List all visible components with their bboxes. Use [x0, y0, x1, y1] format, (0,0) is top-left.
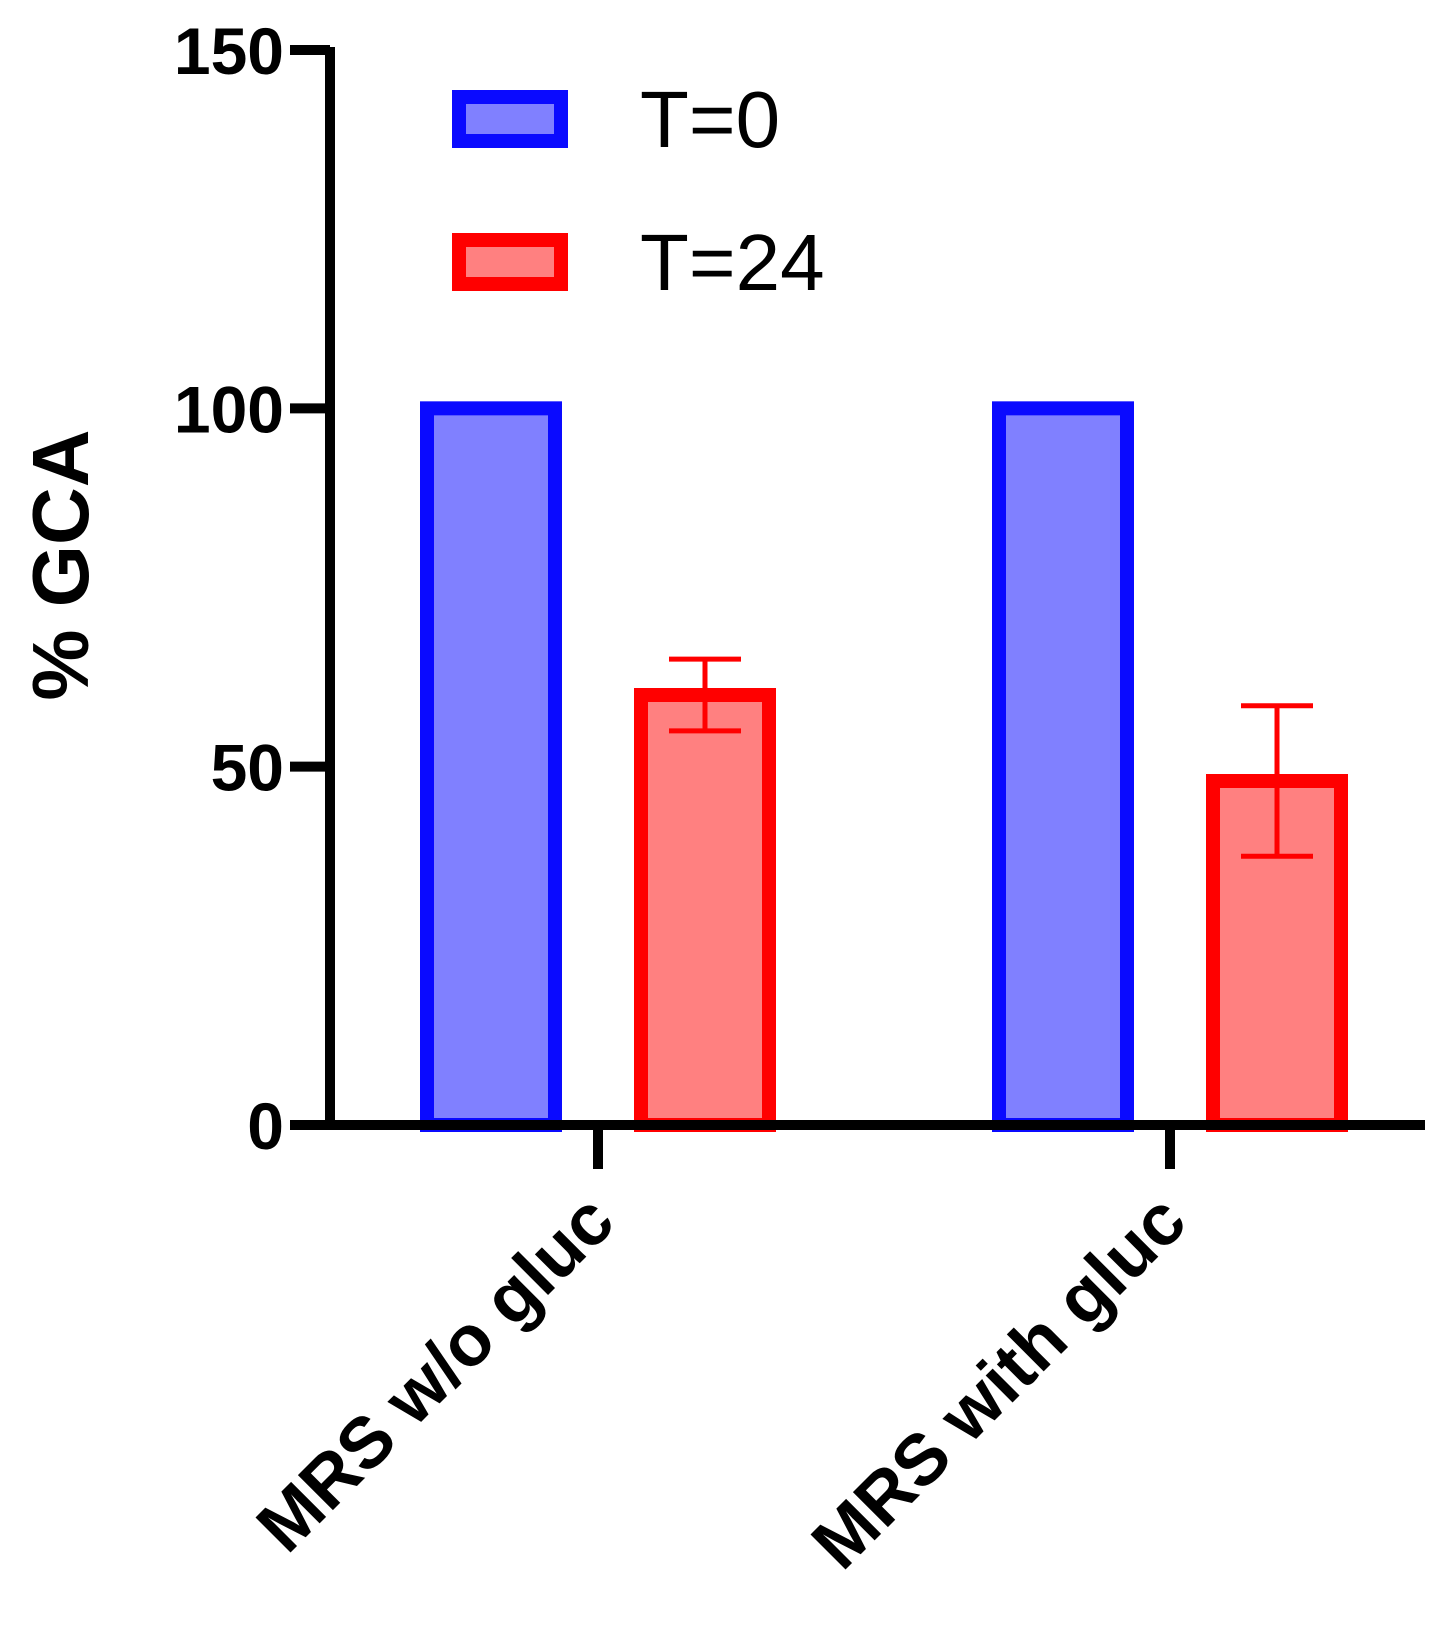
x-category-label-2: MRS with gluc — [797, 1180, 1201, 1584]
legend-swatch-t24 — [452, 233, 568, 291]
bar-t0-cat1 — [420, 401, 562, 1133]
bars-layer — [420, 401, 1348, 1133]
y-tick-label-150: 150 — [174, 14, 284, 88]
legend-label-t0: T=0 — [640, 75, 780, 164]
y-tick-label-50: 50 — [211, 731, 284, 805]
bar-t0-cat2 — [992, 401, 1134, 1133]
legend: T=0 T=24 — [452, 75, 825, 307]
y-tick-label-0: 0 — [247, 1089, 284, 1163]
error-bars-layer — [669, 656, 1313, 859]
legend-label-t24: T=24 — [640, 218, 825, 307]
y-tick-label-100: 100 — [174, 372, 284, 446]
bar-t24-cat1 — [634, 688, 776, 1132]
x-category-label-1: MRS w/o gluc — [242, 1180, 629, 1567]
y-axis-title: % GCA — [16, 429, 105, 700]
y-ticks-layer: 0 50 100 150 — [174, 14, 330, 1163]
x-categories-layer: MRS w/o gluc MRS with gluc — [242, 1125, 1201, 1584]
legend-swatch-t0 — [452, 90, 568, 148]
axes-layer — [290, 47, 1425, 1130]
